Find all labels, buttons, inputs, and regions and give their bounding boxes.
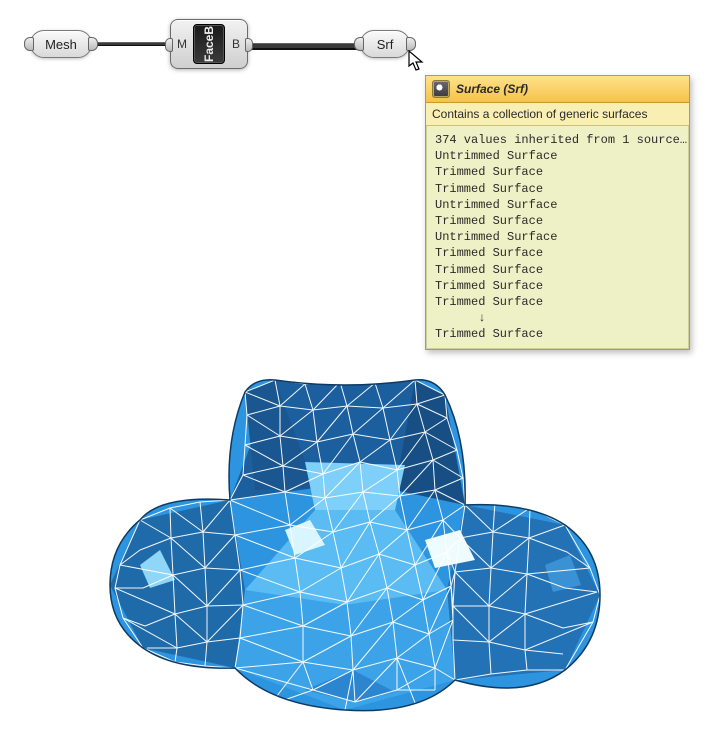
- canvas[interactable]: Mesh M FaceB B Srf Surface (Srf) Contain…: [0, 0, 712, 756]
- param-output-grip[interactable]: [406, 37, 416, 51]
- param-output-grip[interactable]: [88, 37, 98, 51]
- component-core-label: FaceB: [193, 24, 225, 64]
- param-input-grip[interactable]: [354, 37, 364, 51]
- param-mesh[interactable]: Mesh: [30, 30, 92, 58]
- mesh-faces: [95, 370, 615, 730]
- wire-mesh-to-faceb: [92, 42, 170, 46]
- surface-icon: [432, 80, 450, 98]
- wire-faceb-to-srf: [248, 46, 360, 50]
- param-srf-label: Srf: [377, 37, 394, 52]
- param-input-grip[interactable]: [24, 37, 34, 51]
- tooltip-body: 374 values inherited from 1 source… Untr…: [426, 126, 689, 349]
- port-out-b[interactable]: B: [225, 20, 247, 68]
- param-mesh-label: Mesh: [45, 37, 77, 52]
- tooltip-title: Surface (Srf): [456, 82, 528, 96]
- cursor-icon: [408, 50, 426, 72]
- tooltip-header: Surface (Srf): [426, 76, 689, 103]
- tooltip-subtitle: Contains a collection of generic surface…: [426, 103, 689, 126]
- port-in-m[interactable]: M: [171, 20, 193, 68]
- component-output-grip[interactable]: [245, 38, 253, 52]
- component-faceb[interactable]: M FaceB B: [170, 19, 248, 69]
- mesh-preview: [95, 370, 615, 730]
- tooltip-panel: Surface (Srf) Contains a collection of g…: [425, 75, 690, 350]
- param-srf[interactable]: Srf: [360, 30, 410, 58]
- component-input-grip[interactable]: [165, 38, 173, 52]
